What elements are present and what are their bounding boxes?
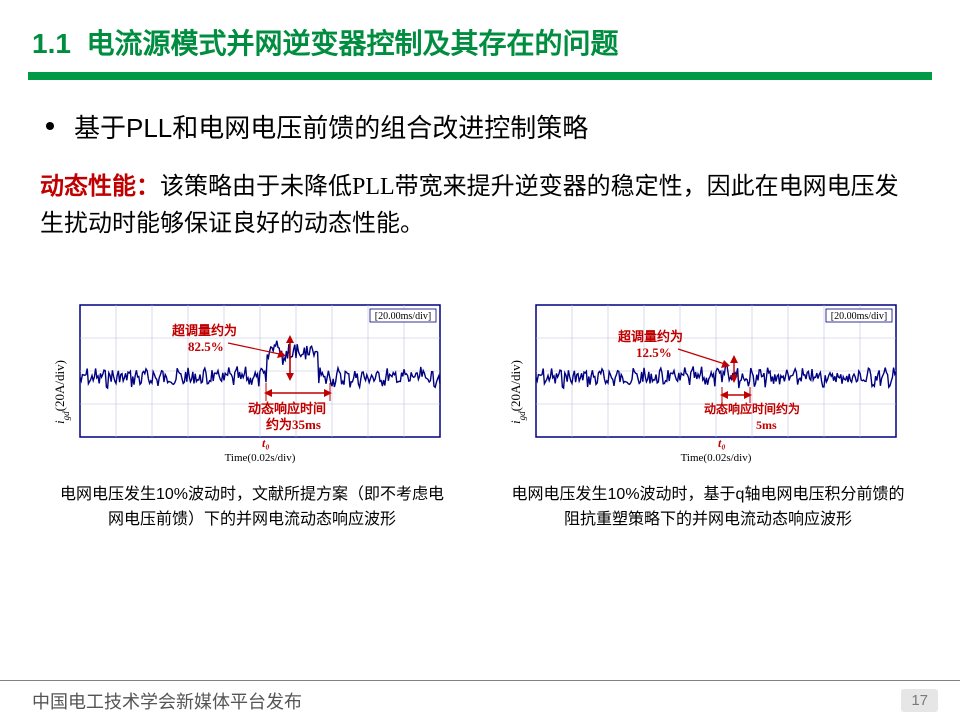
chart-right-caption: 电网电压发生10%波动时，基于q轴电网电压积分前馈的阻抗重塑策略下的并网电流动态… (508, 483, 908, 533)
chart-left-block: igd(20A/div) [20.00ms/div] (44, 297, 460, 533)
chart-left-response-value: 约为35ms (266, 417, 321, 432)
footer-text: 中国电工技术学会新媒体平台发布 (32, 688, 302, 714)
chart-left-ylabel: igd(20A/div) (52, 360, 71, 424)
section-title-text: 电流源模式并网逆变器控制及其存在的问题 (87, 28, 619, 59)
chart-right-response-label: 动态响应时间约为 (704, 401, 800, 416)
section-number: 1.1 (32, 28, 71, 59)
chart-right-svg: igd(20A/div) [20.00ms/div] 超调量约为 12.5% (508, 297, 908, 465)
chart-left-response-label: 动态响应时间 (248, 401, 326, 416)
chart-left-xlabel: Time(0.02s/div) (225, 452, 296, 464)
chart-left-caption: 电网电压发生10%波动时，文献所提方案（即不考虑电网电压前馈）下的并网电流动态响… (52, 483, 452, 533)
chart-left-timebox: [20.00ms/div] (375, 311, 431, 322)
body-paragraph: 动态性能：该策略由于未降低PLL带宽来提升逆变器的稳定性，因此在电网电压发生扰动… (40, 169, 912, 243)
chart-left-t0: t₀ (262, 436, 270, 450)
page-number: 17 (901, 689, 938, 712)
chart-right-block: igd(20A/div) [20.00ms/div] 超调量约为 12.5% (500, 297, 916, 533)
chart-right-overshoot-label: 超调量约为 (618, 329, 683, 344)
section-title: 1.1 电流源模式并网逆变器控制及其存在的问题 (0, 0, 960, 62)
chart-left-svg: igd(20A/div) [20.00ms/div] (52, 297, 452, 465)
bullet-dot-icon (46, 122, 54, 130)
chart-right-ylabel: igd(20A/div) (508, 360, 527, 424)
charts-row: igd(20A/div) [20.00ms/div] (44, 297, 916, 533)
chart-left-overshoot-value: 82.5% (188, 339, 224, 354)
chart-left-frame: igd(20A/div) [20.00ms/div] (52, 297, 452, 465)
body-red-label: 动态性能： (40, 174, 160, 200)
footer: 中国电工技术学会新媒体平台发布 17 (0, 680, 960, 720)
chart-right-frame: igd(20A/div) [20.00ms/div] 超调量约为 12.5% (508, 297, 908, 465)
chart-right-response-value: 5ms (756, 418, 777, 432)
chart-left-plot: [20.00ms/div] 超调量约为 82.5% (80, 305, 440, 450)
bullet-text: 基于PLL和电网电压前馈的组合改进控制策略 (74, 108, 588, 145)
chart-right-overshoot-value: 12.5% (636, 345, 672, 360)
chart-right-timebox: [20.00ms/div] (831, 311, 887, 322)
chart-left-overshoot-label: 超调量约为 (172, 323, 237, 338)
bullet-item: 基于PLL和电网电压前馈的组合改进控制策略 (46, 108, 960, 145)
body-main-text: 该策略由于未降低PLL带宽来提升逆变器的稳定性，因此在电网电压发生扰动时能够保证… (40, 174, 899, 237)
chart-right-plot: [20.00ms/div] 超调量约为 12.5% (536, 305, 896, 450)
chart-right-t0: t₀ (718, 436, 726, 450)
chart-right-xlabel: Time(0.02s/div) (681, 452, 752, 464)
title-rule (28, 72, 932, 80)
